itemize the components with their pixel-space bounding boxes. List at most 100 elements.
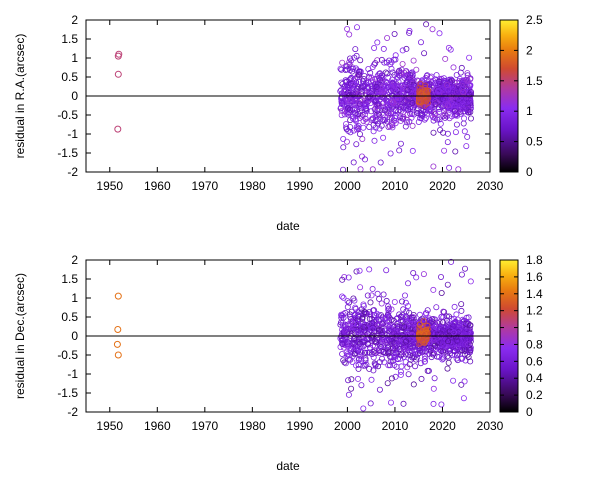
ra-data-point bbox=[363, 106, 370, 113]
dec-data-point bbox=[455, 319, 462, 326]
dec-data-point bbox=[430, 400, 437, 407]
ra-data-point bbox=[391, 30, 398, 37]
dec-y-ticks: 2 1.5 1 0.5 0 -0.5 -1 -1.5 -2 bbox=[57, 253, 490, 419]
ra-x-ticks: 1950 1960 1970 1980 1990 2000 2010 2020 2030 bbox=[96, 20, 504, 193]
dec-early-data-point bbox=[114, 326, 122, 333]
ra-data-point bbox=[391, 103, 398, 110]
ra-data-point bbox=[454, 112, 461, 119]
ra-data-point bbox=[415, 119, 422, 126]
ra-data-point bbox=[378, 122, 385, 129]
ra-data-point bbox=[355, 111, 362, 118]
ra-data-point bbox=[402, 68, 409, 75]
ra-data-point bbox=[339, 99, 346, 106]
ra-data-point bbox=[410, 57, 417, 64]
dec-data-point bbox=[401, 292, 408, 299]
ra-data-point bbox=[466, 91, 473, 98]
ra-data-point bbox=[344, 110, 351, 117]
dec-data-point bbox=[458, 271, 465, 278]
dec-data-point bbox=[438, 313, 445, 320]
ra-data-point bbox=[365, 84, 372, 91]
ra-data-point bbox=[387, 87, 394, 94]
ra-x-tick-label: 1980 bbox=[239, 179, 266, 193]
ra-colorbar-gradient bbox=[499, 19, 519, 173]
dec-data-point bbox=[385, 350, 392, 357]
dec-y-tick-label: -1.5 bbox=[57, 386, 78, 400]
dec-data-point bbox=[404, 345, 411, 352]
ra-data-point bbox=[370, 121, 377, 128]
dec-data-point bbox=[397, 371, 404, 378]
dec-colorbar-tick-label: 0.2 bbox=[526, 388, 543, 402]
ra-early-data-point bbox=[114, 125, 122, 133]
ra-data-point bbox=[373, 116, 380, 123]
dec-data-point bbox=[459, 341, 466, 348]
dec-data-point bbox=[400, 321, 407, 328]
ra-data-point bbox=[340, 144, 347, 151]
dec-colorbar-tick-label: 1.2 bbox=[526, 304, 543, 318]
ra-data-point bbox=[374, 72, 381, 79]
dec-data-point bbox=[383, 337, 390, 344]
dec-colorbar-tick-label: 1.8 bbox=[526, 253, 543, 267]
ra-x-tick-label: 1960 bbox=[144, 179, 171, 193]
ra-data-point bbox=[359, 111, 366, 118]
dec-data-point bbox=[372, 347, 379, 354]
ra-data-point bbox=[440, 113, 447, 120]
ra-data-point bbox=[376, 77, 383, 84]
ra-data-point bbox=[377, 159, 384, 166]
ra-data-point bbox=[358, 91, 365, 98]
dec-data-point bbox=[462, 319, 469, 326]
dec-data-point bbox=[458, 355, 465, 362]
dec-data-point bbox=[366, 315, 373, 322]
ra-data-point bbox=[403, 119, 410, 126]
ra-data-point bbox=[409, 69, 416, 76]
ra-data-point bbox=[431, 111, 438, 118]
ra-data-point bbox=[358, 153, 365, 160]
dec-data-point bbox=[341, 359, 348, 366]
ra-data-point bbox=[381, 114, 388, 121]
dec-y-tick-label: 0.5 bbox=[61, 310, 78, 324]
ra-data-point bbox=[455, 166, 462, 173]
ra-data-point bbox=[441, 147, 448, 154]
dec-data-point bbox=[358, 382, 365, 389]
ra-data-point bbox=[368, 74, 375, 81]
ra-data-point bbox=[379, 83, 386, 90]
ra-early-data-point bbox=[114, 52, 122, 60]
ra-data-point bbox=[402, 123, 409, 130]
dec-data-point bbox=[383, 315, 390, 322]
ra-data-point bbox=[359, 88, 366, 95]
ra-data-point bbox=[349, 81, 356, 88]
panel-ra: residual in R.A.(arcsec) 1950 1960 1970 198… bbox=[13, 13, 543, 233]
ra-y-ticks: 2 1.5 1 0.5 0 -0.5 -1 -1.5 -2 bbox=[57, 13, 490, 179]
dec-colorbar-ticks: 1.8 1.6 1.4 1.2 1 0.8 0.6 0.4 0.2 0 bbox=[500, 253, 543, 419]
dec-early-data-point bbox=[114, 292, 122, 300]
ra-data-point bbox=[442, 111, 449, 118]
ra-data-point bbox=[447, 103, 454, 110]
dec-data-point bbox=[363, 361, 370, 368]
ra-data-point bbox=[403, 116, 410, 123]
dec-data-point bbox=[398, 298, 405, 305]
dec-data-point bbox=[431, 326, 438, 333]
ra-data-point bbox=[338, 112, 345, 119]
dec-early-data-point bbox=[114, 351, 122, 359]
dec-data-point bbox=[366, 309, 373, 316]
ra-data-point bbox=[463, 106, 470, 113]
dec-data-point bbox=[454, 357, 461, 364]
ra-data-point bbox=[448, 99, 455, 106]
ra-y-tick-label: -1.5 bbox=[57, 146, 78, 160]
dec-data-point bbox=[385, 309, 392, 316]
dec-data-point bbox=[355, 309, 362, 316]
ra-data-point bbox=[380, 45, 387, 52]
dec-data-point bbox=[381, 327, 388, 334]
ra-data-point bbox=[458, 80, 465, 87]
dec-y-tick-label: -2 bbox=[67, 405, 78, 419]
dec-x-tick-label: 1950 bbox=[96, 419, 123, 433]
dec-data-point bbox=[344, 351, 351, 358]
ra-data-point bbox=[401, 98, 408, 105]
dec-data-point bbox=[390, 357, 397, 364]
dec-data-point bbox=[359, 314, 366, 321]
ra-data-point bbox=[437, 94, 444, 101]
dec-x-tick-label: 1980 bbox=[239, 419, 266, 433]
dec-data-point bbox=[441, 308, 448, 315]
dec-data-point bbox=[458, 340, 465, 347]
dec-data-point bbox=[405, 351, 412, 358]
dec-data-point bbox=[448, 258, 455, 265]
